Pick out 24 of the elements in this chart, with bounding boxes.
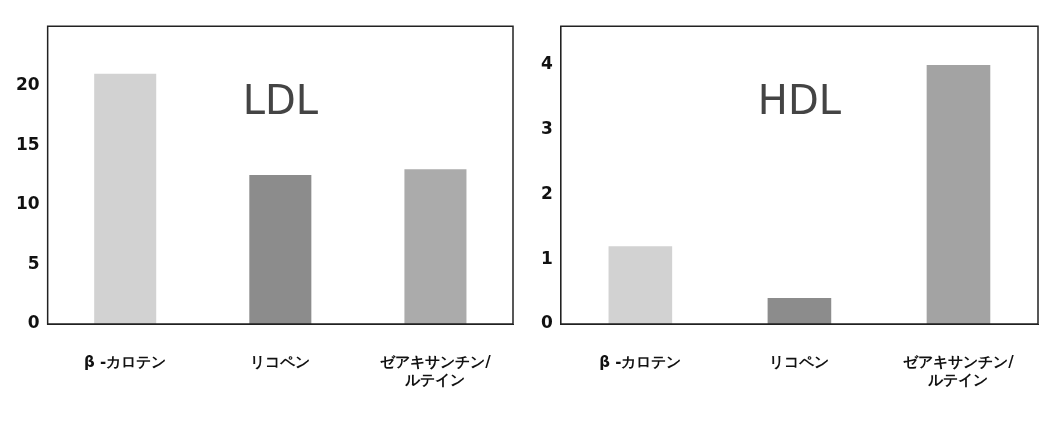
y-tick-label: 20 (15, 74, 40, 95)
y-tick-label: 0 (27, 312, 40, 333)
y-tick-label: 2 (540, 182, 553, 203)
x-tick-label: ゼアキサンチン/ルテイン (903, 352, 1015, 389)
y-tick-label: 4 (540, 53, 553, 74)
bar (926, 65, 991, 324)
y-tick-label: 3 (540, 118, 553, 139)
y-tick-label: 0 (540, 312, 553, 333)
text: HDL (757, 77, 842, 124)
bar (94, 73, 157, 324)
y-tick-label: 15 (15, 133, 40, 154)
text: LDL (242, 77, 319, 124)
x-tick-label: リコペン (769, 352, 830, 371)
bar (249, 175, 312, 324)
y-tick-label: 1 (540, 247, 553, 268)
x-tick-label: β -カロテン (84, 352, 167, 371)
y-tick-label: 5 (27, 252, 40, 273)
x-tick-label: リコペン (250, 352, 311, 371)
bar (404, 169, 467, 324)
x-tick-label: ゼアキサンチン/ルテイン (380, 352, 492, 389)
bar (767, 298, 832, 324)
bar (608, 246, 673, 324)
x-tick-label: β -カロテン (599, 352, 682, 371)
y-tick-label: 10 (15, 193, 40, 214)
